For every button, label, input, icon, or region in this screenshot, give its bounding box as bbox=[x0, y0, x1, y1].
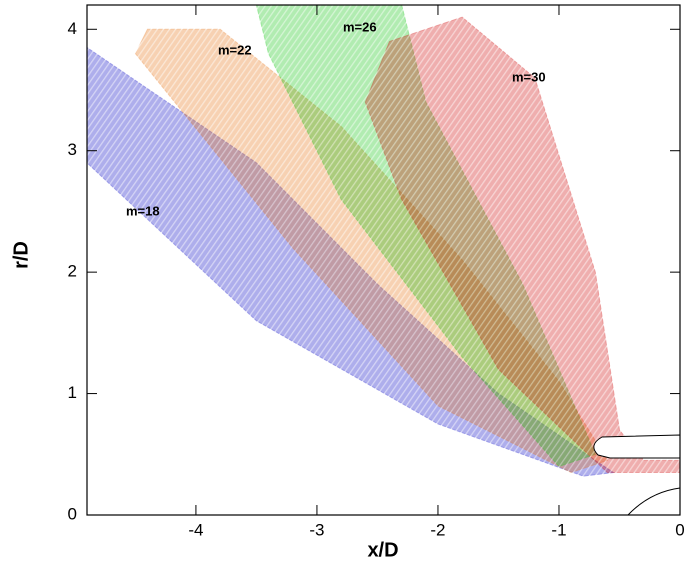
beam-core bbox=[365, 17, 680, 473]
x-tick-label: -3 bbox=[309, 520, 324, 539]
x-tick-label: -4 bbox=[188, 520, 203, 539]
beam bbox=[364, 16, 680, 473]
y-tick-label: 3 bbox=[68, 140, 77, 159]
y-tick-label: 4 bbox=[68, 19, 77, 38]
nozzle bbox=[593, 434, 681, 516]
series-label: m=22 bbox=[218, 42, 252, 57]
x-axis-label: x/D bbox=[367, 539, 398, 561]
beam-envelope bbox=[364, 16, 680, 473]
plot-area bbox=[87, 5, 680, 477]
x-tick-label: -1 bbox=[551, 520, 566, 539]
series-label: m=30 bbox=[512, 69, 546, 84]
x-tick-label: -2 bbox=[430, 520, 445, 539]
series-label: m=26 bbox=[343, 19, 377, 34]
x-tick-label: 0 bbox=[675, 520, 684, 539]
y-tick-label: 1 bbox=[68, 383, 77, 402]
y-tick-label: 0 bbox=[68, 504, 77, 523]
y-tick-label: 2 bbox=[68, 262, 77, 281]
y-axis-label: r/D bbox=[10, 241, 32, 269]
plot-frame bbox=[86, 4, 681, 516]
series-label: m=18 bbox=[126, 203, 160, 218]
